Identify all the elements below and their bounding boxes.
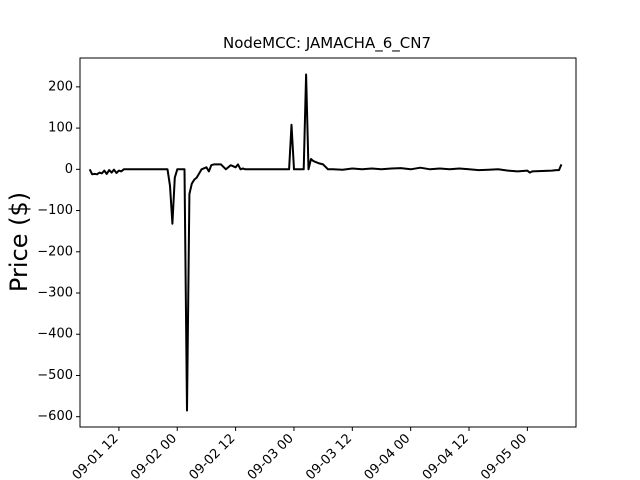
y-tick-label: −200 bbox=[37, 244, 73, 259]
x-tick-label: 09-02 00 bbox=[128, 431, 180, 480]
y-tick-label: −600 bbox=[37, 409, 73, 424]
price-series-line bbox=[88, 73, 563, 412]
x-tick-label: 09-03 00 bbox=[245, 431, 297, 480]
chart-title: NodeMCC: JAMACHA_6_CN7 bbox=[223, 34, 431, 53]
plot-frame bbox=[79, 57, 577, 428]
y-tick-label: 200 bbox=[48, 79, 73, 94]
x-tick-label: 09-01 12 bbox=[70, 431, 122, 480]
x-axis: 09-01 12 09-02 00 09-02 12 09-03 00 09-03 12… bbox=[70, 427, 530, 480]
x-tick-label: 09-04 00 bbox=[362, 431, 414, 480]
y-tick-label: −500 bbox=[37, 368, 73, 383]
y-tick-label: −100 bbox=[37, 203, 73, 218]
plot-area bbox=[88, 73, 563, 412]
x-tick-label: 09-04 12 bbox=[420, 431, 472, 480]
y-tick-label: −400 bbox=[37, 327, 73, 342]
y-axis-label: Price ($) bbox=[5, 192, 33, 292]
x-tick-label: 09-05 00 bbox=[478, 431, 530, 480]
x-tick-label: 09-02 12 bbox=[186, 431, 238, 480]
y-axis: 200 100 0 −100 −200 −300 −400 −500 −600 bbox=[37, 79, 80, 424]
y-tick-label: 100 bbox=[48, 121, 73, 136]
y-tick-label: 0 bbox=[65, 162, 73, 177]
x-tick-label: 09-03 12 bbox=[303, 431, 355, 480]
y-tick-label: −300 bbox=[37, 286, 73, 301]
